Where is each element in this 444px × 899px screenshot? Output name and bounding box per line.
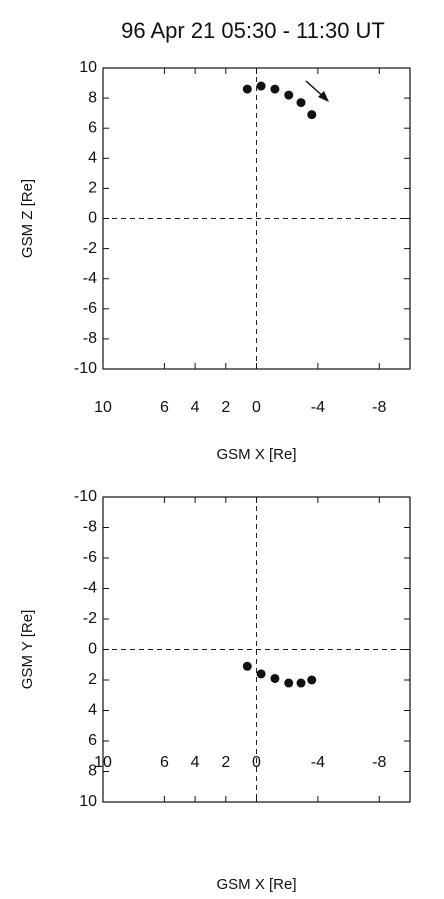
x-tick-label: 0 [252,399,261,416]
y-tick-label: 10 [79,793,97,810]
y-tick-label: 10 [79,59,97,76]
data-point [242,661,252,671]
y-tick-label: 2 [88,180,97,197]
y-tick-label: 8 [88,763,97,780]
x-tick-label: 6 [160,754,169,771]
y-tick-label: -2 [83,240,97,257]
x-tick-label: -8 [372,399,386,416]
x-tick-label: 10 [94,399,112,416]
y-tick-label: 4 [88,702,97,719]
x-tick-label: 2 [221,754,230,771]
data-point [296,98,306,108]
data-point [256,81,266,91]
x-tick-label: 10 [94,754,112,771]
y-tick-label: 0 [88,210,97,227]
x-tick-label: -4 [311,399,325,416]
data-point [307,110,317,120]
data-point [284,90,294,100]
x-axis-label: GSM X [Re] [216,876,296,893]
y-tick-label: -4 [83,270,97,287]
x-axis-label: GSM X [Re] [216,446,296,463]
y-tick-label: -10 [74,488,97,505]
arrow-head [318,91,329,102]
data-point [296,678,306,688]
data-point [307,675,317,685]
y-tick-label: -6 [83,549,97,566]
data-point [270,673,280,683]
y-tick-label: 0 [88,641,97,658]
y-tick-label: 6 [88,119,97,136]
y-tick-label: -4 [83,580,97,597]
y-tick-label: -8 [83,519,97,536]
y-tick-label: -10 [74,360,97,377]
y-tick-label: -6 [83,300,97,317]
x-tick-label: 2 [221,399,230,416]
data-point [270,84,280,94]
y-tick-label: -2 [83,610,97,627]
x-tick-label: -4 [311,754,325,771]
y-tick-label: 8 [88,89,97,106]
data-point [242,84,252,94]
y-axis-label: GSM Y [Re] [19,610,36,689]
data-point [256,669,266,679]
x-tick-label: 4 [191,399,200,416]
chart-title: 96 Apr 21 05:30 - 11:30 UT [121,18,385,43]
y-tick-label: -8 [83,330,97,347]
y-tick-label: 2 [88,671,97,688]
y-axis-label: GSM Z [Re] [19,179,36,258]
x-tick-label: 0 [252,754,261,771]
x-tick-label: -8 [372,754,386,771]
y-tick-label: 4 [88,150,97,167]
x-tick-label: 6 [160,399,169,416]
y-tick-label: 6 [88,732,97,749]
data-point [284,678,294,688]
x-tick-label: 4 [191,754,200,771]
